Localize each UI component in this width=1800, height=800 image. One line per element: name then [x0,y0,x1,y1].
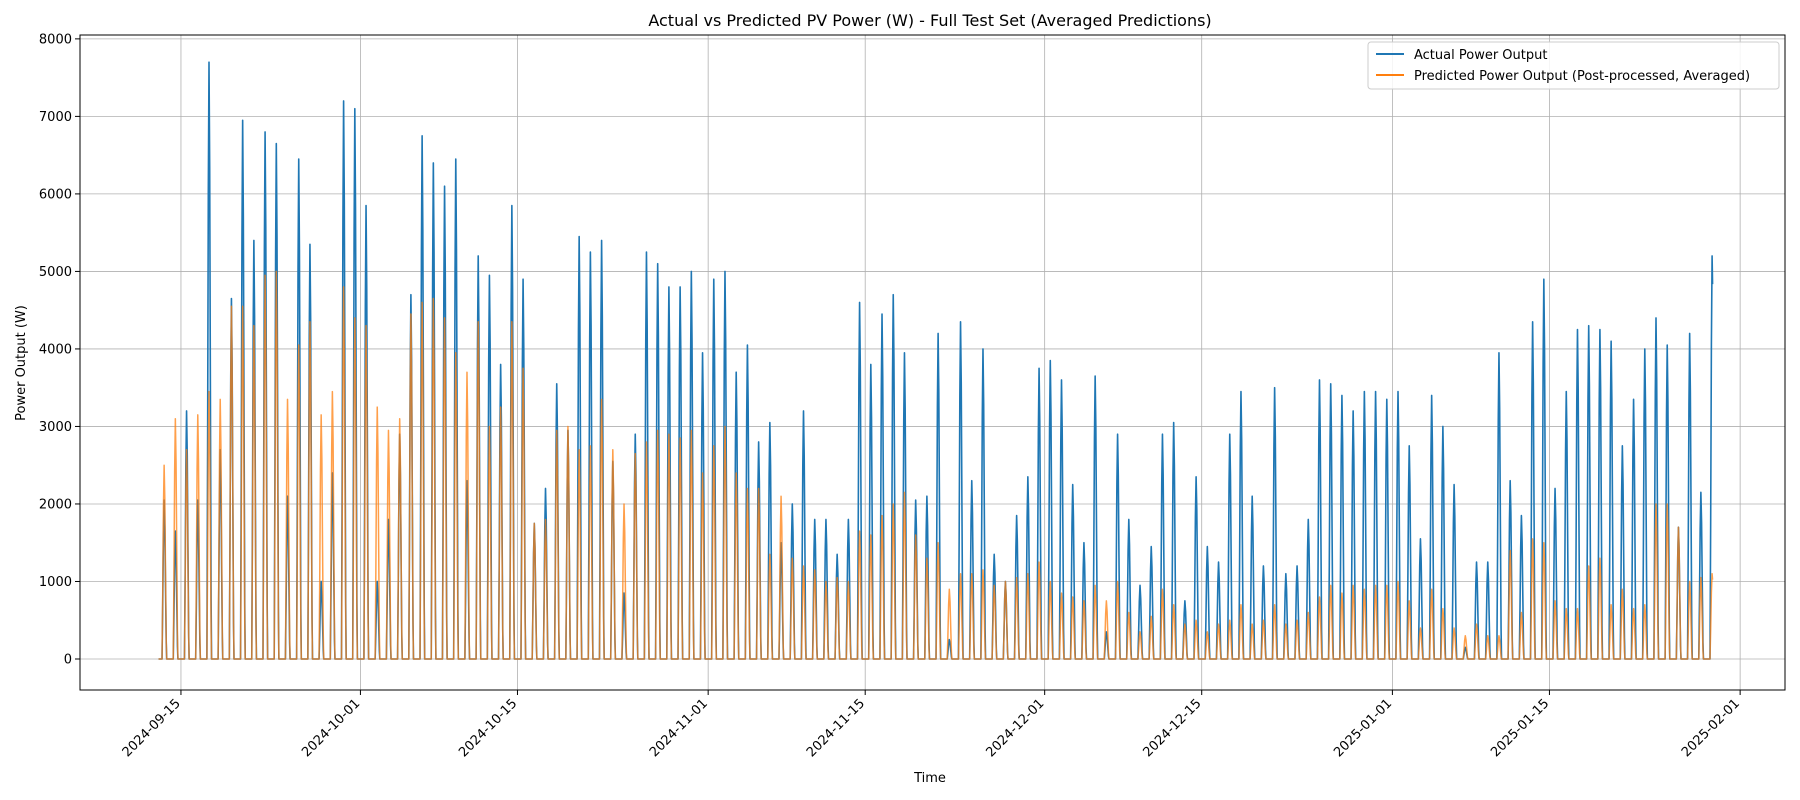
y-tick-label: 2000 [39,497,72,512]
x-axis-title: Time [913,771,946,786]
y-axis-title: Power Output (W) [14,305,29,421]
y-tick-label: 8000 [39,32,72,47]
series-predicted-power [158,270,1714,660]
series-line [158,270,1714,660]
y-tick-label: 1000 [39,575,72,590]
legend-box [1367,41,1780,90]
legend-label-actual: Actual Power Output [1414,48,1547,63]
series-layer [158,61,1714,660]
legend: Actual Power Output Predicted Power Outp… [1367,41,1780,90]
y-tick-label: 0 [64,652,72,667]
plot-frame [79,34,1786,691]
y-tick-label: 4000 [39,342,72,357]
y-tick-label: 7000 [39,110,72,125]
legend-label-predicted: Predicted Power Output (Post-processed, … [1414,69,1750,84]
chart-title: Actual vs Predicted PV Power (W) - Full … [648,11,1211,30]
y-tick-label: 3000 [39,420,72,435]
y-tick-label: 5000 [39,265,72,280]
grid [80,35,1785,690]
y-tick-label: 6000 [39,187,72,202]
